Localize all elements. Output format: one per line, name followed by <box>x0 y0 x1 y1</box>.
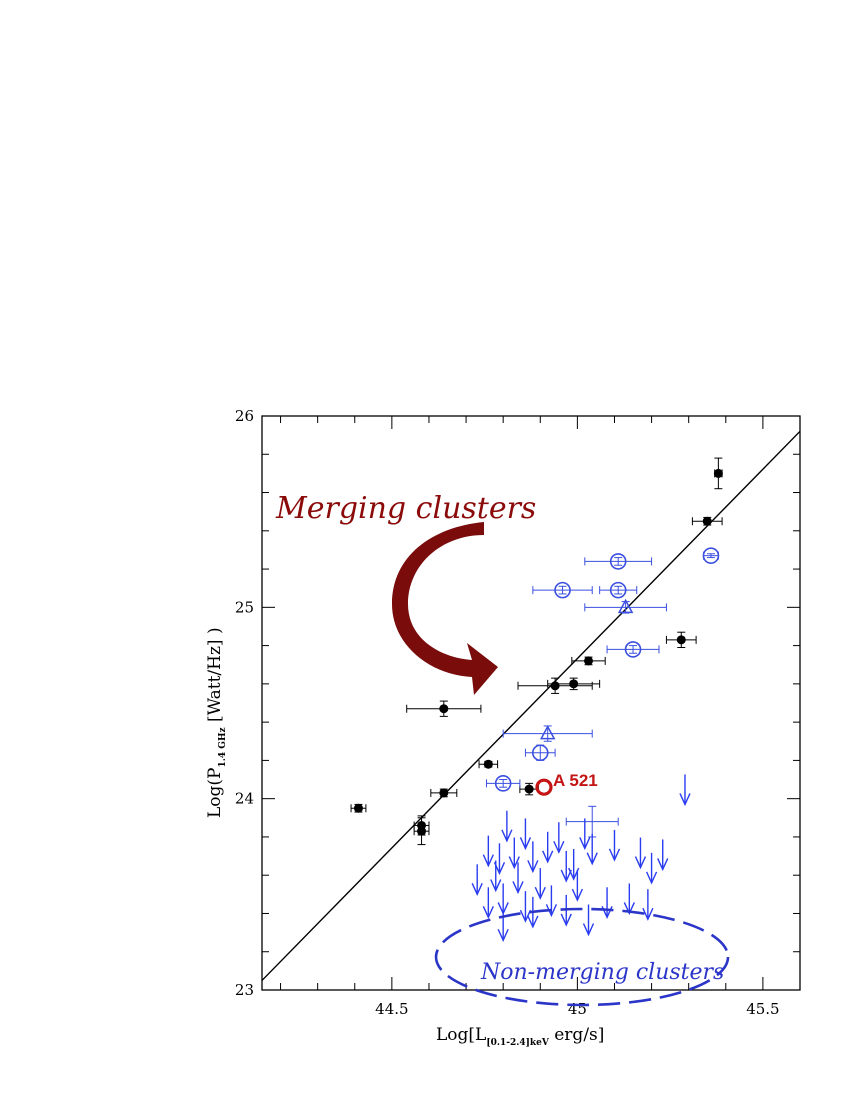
upper-limit-arrowhead <box>645 871 658 885</box>
upper-limit-arrowhead <box>471 883 483 897</box>
y-axis-label: Log(P1.4 GHz [Watt/Hz] ) <box>205 627 228 818</box>
upper-limit-arrowhead <box>579 837 591 851</box>
upper-limit-arrowhead <box>571 888 584 902</box>
halo-point <box>524 784 534 794</box>
non-merging-ellipse <box>434 907 730 1007</box>
y-tick-label: 26 <box>235 407 254 425</box>
halo-point <box>550 681 560 691</box>
open-circle-point <box>624 641 642 658</box>
upper-limit-arrowhead <box>679 793 691 807</box>
y-tick-label: 23 <box>235 981 254 999</box>
upper-limit-arrowhead <box>608 848 621 862</box>
upper-limit-arrowhead <box>501 829 513 843</box>
open-circle-point <box>531 744 549 762</box>
x-axis-label-sub: [0.1-2.4]keV <box>486 1038 550 1048</box>
a521-label: A 521 <box>553 771 598 790</box>
halo-point <box>439 788 449 798</box>
upper-limit-arrowhead <box>534 886 546 900</box>
halo-point <box>569 679 579 689</box>
open-circle-point <box>554 581 571 599</box>
merging-clusters-label: Merging clusters <box>275 491 536 526</box>
upper-limit-arrowhead <box>482 906 494 919</box>
y-tick-label: 25 <box>235 598 254 616</box>
data-points-layer <box>350 457 723 942</box>
upper-limit-arrowhead <box>519 909 532 923</box>
y-axis-label-main: Log(P <box>205 768 225 818</box>
halo-point <box>676 635 686 645</box>
open-circle-point <box>494 775 512 792</box>
x-tick-label: 45 <box>568 1000 587 1018</box>
upper-limit-arrowhead <box>623 902 635 916</box>
triangle-point <box>617 598 634 614</box>
x-axis-label-tail: erg/s] <box>549 1025 605 1045</box>
plot-frame <box>261 415 801 991</box>
halo-point <box>584 656 594 666</box>
open-circle-point <box>609 581 627 599</box>
y-axis-label-sub: 1.4 GHz <box>218 727 228 767</box>
upper-limit-arrowhead <box>508 856 520 870</box>
halo-point <box>353 803 363 813</box>
axes-frame <box>261 415 801 991</box>
upper-limit-arrowhead <box>527 860 539 874</box>
y-axis-label-tail: [Watt/Hz] ) <box>205 627 225 727</box>
triangle-point <box>539 725 556 740</box>
upper-limit-arrowhead <box>490 879 502 893</box>
merging-arrow-icon <box>392 522 498 695</box>
upper-limit-arrowhead <box>560 869 572 883</box>
upper-limit-arrowhead <box>657 858 669 872</box>
upper-limit-arrowhead <box>512 881 524 895</box>
x-tick-label: 45.5 <box>746 1000 779 1018</box>
halo-point <box>713 468 723 478</box>
upper-limit-arrowhead <box>482 854 494 868</box>
halo-point <box>483 759 493 769</box>
upper-limit-arrowhead <box>582 923 595 937</box>
halo-point <box>417 826 427 836</box>
x-tick-label: 44.5 <box>375 1000 408 1018</box>
upper-limit-arrowhead <box>545 904 558 918</box>
open-circle-point <box>609 553 627 570</box>
non-merging-clusters-label: Non-merging clusters <box>480 960 724 985</box>
x-axis-label: Log[L[0.1-2.4]keV erg/s] <box>436 1025 604 1048</box>
upper-limit-arrowhead <box>560 913 572 927</box>
y-tick-label: 24 <box>235 790 254 808</box>
upper-limit-arrowhead <box>553 840 565 854</box>
upper-limit-arrowhead <box>642 907 654 921</box>
a521-point <box>535 778 553 796</box>
upper-limit-arrowhead <box>542 850 554 864</box>
x-axis-label-main: Log[L <box>436 1025 486 1045</box>
upper-limit-arrowhead <box>519 837 532 851</box>
upper-limit-arrowhead <box>497 928 509 942</box>
upper-limit-arrowhead <box>586 852 598 866</box>
halo-point <box>439 704 449 714</box>
halo-point <box>702 516 712 526</box>
upper-limit-arrowhead <box>527 915 539 929</box>
open-circle-point <box>702 547 720 564</box>
upper-limit-arrowhead <box>634 856 647 870</box>
